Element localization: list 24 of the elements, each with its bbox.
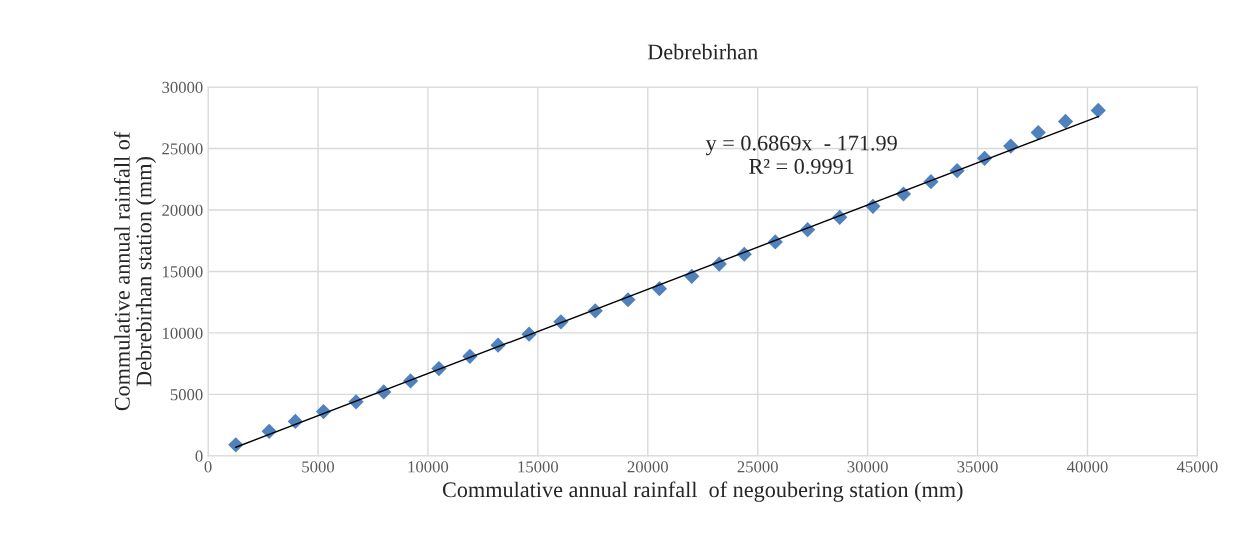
y-tick-label: 5000 [170,389,203,401]
x-tick-label: 35000 [957,461,998,473]
y-tick-label: 15000 [163,266,203,278]
y-tick-label: 30000 [162,81,203,93]
x-tick-label: 25000 [737,461,778,473]
point [1057,113,1074,130]
point [1030,124,1046,141]
y-tick-label: 25000 [162,143,203,155]
y-tick-label: 20000 [162,204,203,216]
x-tick-label: 45000 [1176,461,1218,473]
x-tick-label: 40000 [1066,461,1108,473]
x-axis-title: Commulative annual rainfall of negoubering station (mm) [442,481,963,502]
y-tick-label: 0 [195,450,203,462]
x-tick-label: 5000 [302,461,335,473]
x-tick-label: 30000 [847,461,888,473]
point [1090,102,1106,119]
y-axis-title: Commulative annual rainfall of Debrebirhan station (mm) [113,131,156,411]
x-tick-label: 15000 [518,461,559,473]
x-tick-label: 0 [204,461,212,473]
y-tick-label: 10000 [163,327,203,339]
x-tick-label: 20000 [627,461,668,473]
annotation: y = 0.6869x - 171.99 R² = 0.9991 [705,135,897,174]
x-tick-label: 10000 [408,461,449,473]
chart-title: Debrebirhan [647,43,758,60]
